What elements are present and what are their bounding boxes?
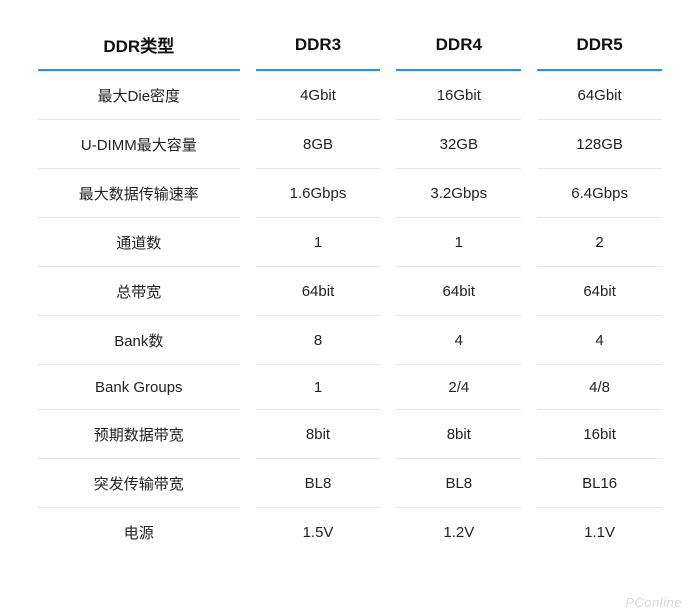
table-row: 电源 1.5V 1.2V 1.1V xyxy=(30,508,670,557)
cell-value: 32GB xyxy=(388,120,529,169)
cell-value: 8 xyxy=(248,316,389,365)
cell-value: BL16 xyxy=(529,459,670,508)
table-row: 总带宽 64bit 64bit 64bit xyxy=(30,267,670,316)
table-row: 最大Die密度 4Gbit 16Gbit 64Gbit xyxy=(30,71,670,120)
cell-value: 6.4Gbps xyxy=(529,169,670,218)
cell-value: BL8 xyxy=(388,459,529,508)
ddr-comparison-table-container: DDR类型 DDR3 DDR4 DDR5 最大Die密度 4Gbit 16Gbi… xyxy=(0,0,700,557)
cell-value: 1.6Gbps xyxy=(248,169,389,218)
cell-value: BL8 xyxy=(248,459,389,508)
row-label: Bank Groups xyxy=(30,365,248,410)
cell-value: 3.2Gbps xyxy=(388,169,529,218)
cell-value: 16bit xyxy=(529,410,670,459)
row-label: 电源 xyxy=(30,508,248,557)
cell-value: 64bit xyxy=(388,267,529,316)
row-label: 预期数据带宽 xyxy=(30,410,248,459)
cell-value: 1 xyxy=(248,365,389,410)
table-row: Bank Groups 1 2/4 4/8 xyxy=(30,365,670,410)
cell-value: 2/4 xyxy=(388,365,529,410)
table-row: U-DIMM最大容量 8GB 32GB 128GB xyxy=(30,120,670,169)
col-header-ddr5: DDR5 xyxy=(529,20,670,71)
col-header-ddr3: DDR3 xyxy=(248,20,389,71)
cell-value: 1.2V xyxy=(388,508,529,557)
cell-value: 4 xyxy=(529,316,670,365)
row-label: 突发传输带宽 xyxy=(30,459,248,508)
cell-value: 8bit xyxy=(388,410,529,459)
cell-value: 16Gbit xyxy=(388,71,529,120)
table-row: Bank数 8 4 4 xyxy=(30,316,670,365)
cell-value: 8bit xyxy=(248,410,389,459)
cell-value: 1.5V xyxy=(248,508,389,557)
row-label: 最大Die密度 xyxy=(30,71,248,120)
cell-value: 1.1V xyxy=(529,508,670,557)
cell-value: 64Gbit xyxy=(529,71,670,120)
cell-value: 1 xyxy=(248,218,389,267)
col-header-type: DDR类型 xyxy=(30,20,248,71)
table-header-row: DDR类型 DDR3 DDR4 DDR5 xyxy=(30,20,670,71)
table-row: 预期数据带宽 8bit 8bit 16bit xyxy=(30,410,670,459)
table-row: 突发传输带宽 BL8 BL8 BL16 xyxy=(30,459,670,508)
table-row: 通道数 1 1 2 xyxy=(30,218,670,267)
cell-value: 2 xyxy=(529,218,670,267)
row-label: 最大数据传输速率 xyxy=(30,169,248,218)
watermark-text: PConline xyxy=(625,595,682,610)
row-label: U-DIMM最大容量 xyxy=(30,120,248,169)
col-header-ddr4: DDR4 xyxy=(388,20,529,71)
cell-value: 1 xyxy=(388,218,529,267)
cell-value: 128GB xyxy=(529,120,670,169)
cell-value: 64bit xyxy=(248,267,389,316)
cell-value: 8GB xyxy=(248,120,389,169)
table-row: 最大数据传输速率 1.6Gbps 3.2Gbps 6.4Gbps xyxy=(30,169,670,218)
cell-value: 4 xyxy=(388,316,529,365)
row-label: 通道数 xyxy=(30,218,248,267)
cell-value: 64bit xyxy=(529,267,670,316)
row-label: 总带宽 xyxy=(30,267,248,316)
cell-value: 4Gbit xyxy=(248,71,389,120)
cell-value: 4/8 xyxy=(529,365,670,410)
ddr-comparison-table: DDR类型 DDR3 DDR4 DDR5 最大Die密度 4Gbit 16Gbi… xyxy=(30,20,670,557)
row-label: Bank数 xyxy=(30,316,248,365)
